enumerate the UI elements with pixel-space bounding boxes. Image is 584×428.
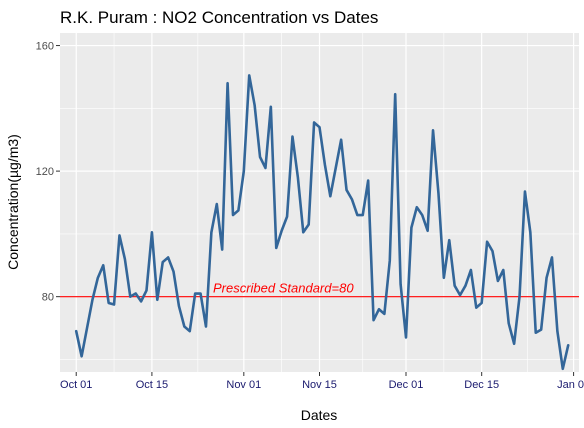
x-tick-label: Dec 01 [389,379,424,391]
reference-line-label: Prescribed Standard=80 [213,281,354,296]
y-tick-label: 160 [36,41,54,53]
chart-title: R.K. Puram : NO2 Concentration vs Dates [60,8,378,27]
x-tick-label: Nov 01 [226,379,261,391]
x-tick-label: Nov 15 [302,379,337,391]
x-tick-label: Dec 15 [464,379,499,391]
x-tick-label: Jan 01 [557,379,584,391]
x-tick-label: Oct 15 [136,379,168,391]
y-axis-ticks: 80 120 160 [36,41,60,304]
x-tick-label: Oct 01 [60,379,92,391]
y-tick-label: 120 [36,166,54,178]
y-tick-label: 80 [42,292,54,304]
x-axis-ticks: Oct 01 Oct 15 Nov 01 Nov 15 Dec 01 Dec 15 Jan … [60,372,584,391]
y-axis-title: Concentration(µg/m3) [5,134,21,270]
x-axis-title: Dates [301,407,338,423]
series-line [74,74,570,371]
